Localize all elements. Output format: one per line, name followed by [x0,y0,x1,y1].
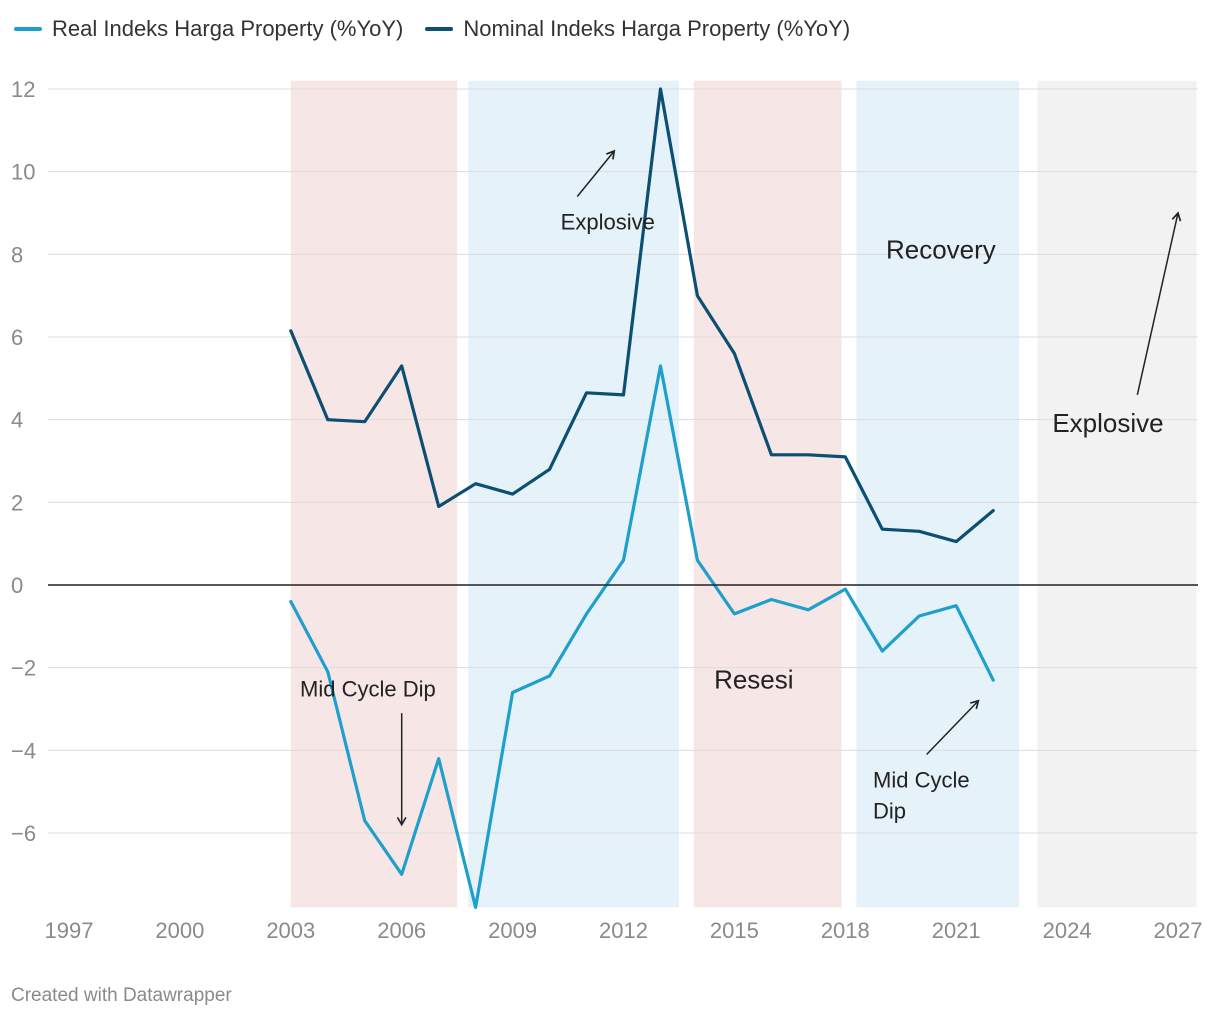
y-tick-label: 2 [11,490,23,515]
annotation-arrow-2 [1136,211,1182,396]
legend-swatch-nominal [425,27,454,31]
y-tick-label: −2 [11,656,36,681]
x-tick-label: 2015 [710,918,759,943]
band-resesi-0 [290,80,458,908]
x-tick-label: 2000 [155,918,204,943]
band-resesi-2 [693,80,842,908]
band-growth-3 [856,80,1020,908]
x-tick-label: 2009 [488,918,537,943]
annotation-arrow-0 [576,149,616,197]
y-tick-label: 4 [11,408,23,433]
y-tick-label: 0 [11,573,23,598]
x-tick-label: 2018 [821,918,870,943]
x-tick-label: 1997 [45,918,94,943]
annotation-text-5: Mid Cycle [873,768,970,793]
y-tick-label: 8 [11,242,23,267]
x-tick-label: 2021 [932,918,981,943]
series-line-nominal[interactable] [289,87,995,544]
y-tick-label: 10 [11,160,35,185]
annotation-text-3: Resesi [714,664,793,694]
series-line-real[interactable] [289,364,995,910]
annotation-text-0: Explosive [561,210,655,235]
legend-item-real[interactable]: Real Indeks Harga Property (%YoY) [14,16,403,42]
x-tick-label: 2003 [266,918,315,943]
x-tick-label: 2012 [599,918,648,943]
y-tick-label: −4 [11,738,36,763]
legend-label-real: Real Indeks Harga Property (%YoY) [52,16,404,41]
y-tick-label: −6 [11,821,36,846]
band-forecast-4 [1037,80,1197,908]
x-tick-label: 2024 [1043,918,1092,943]
footer-credit: Created with Datawrapper [11,985,232,1006]
legend-label-nominal: Nominal Indeks Harga Property (%YoY) [463,16,851,41]
annotation-text-4: Mid Cycle Dip [300,677,436,702]
annotation-text-1: Recovery [886,234,996,264]
y-tick-label: 6 [11,325,23,350]
legend-swatch-real [14,27,42,31]
annotation-text-2: Explosive [1052,408,1163,438]
y-tick-label: 12 [11,77,35,102]
x-tick-label: 2006 [377,918,426,943]
legend: Real Indeks Harga Property (%YoY) Nomina… [14,16,850,42]
legend-item-nominal[interactable]: Nominal Indeks Harga Property (%YoY) [425,16,850,42]
annotation-arrow-5 [926,699,980,755]
annotation-text-5-line2: Dip [873,799,906,824]
x-tick-label: 2027 [1154,918,1203,943]
